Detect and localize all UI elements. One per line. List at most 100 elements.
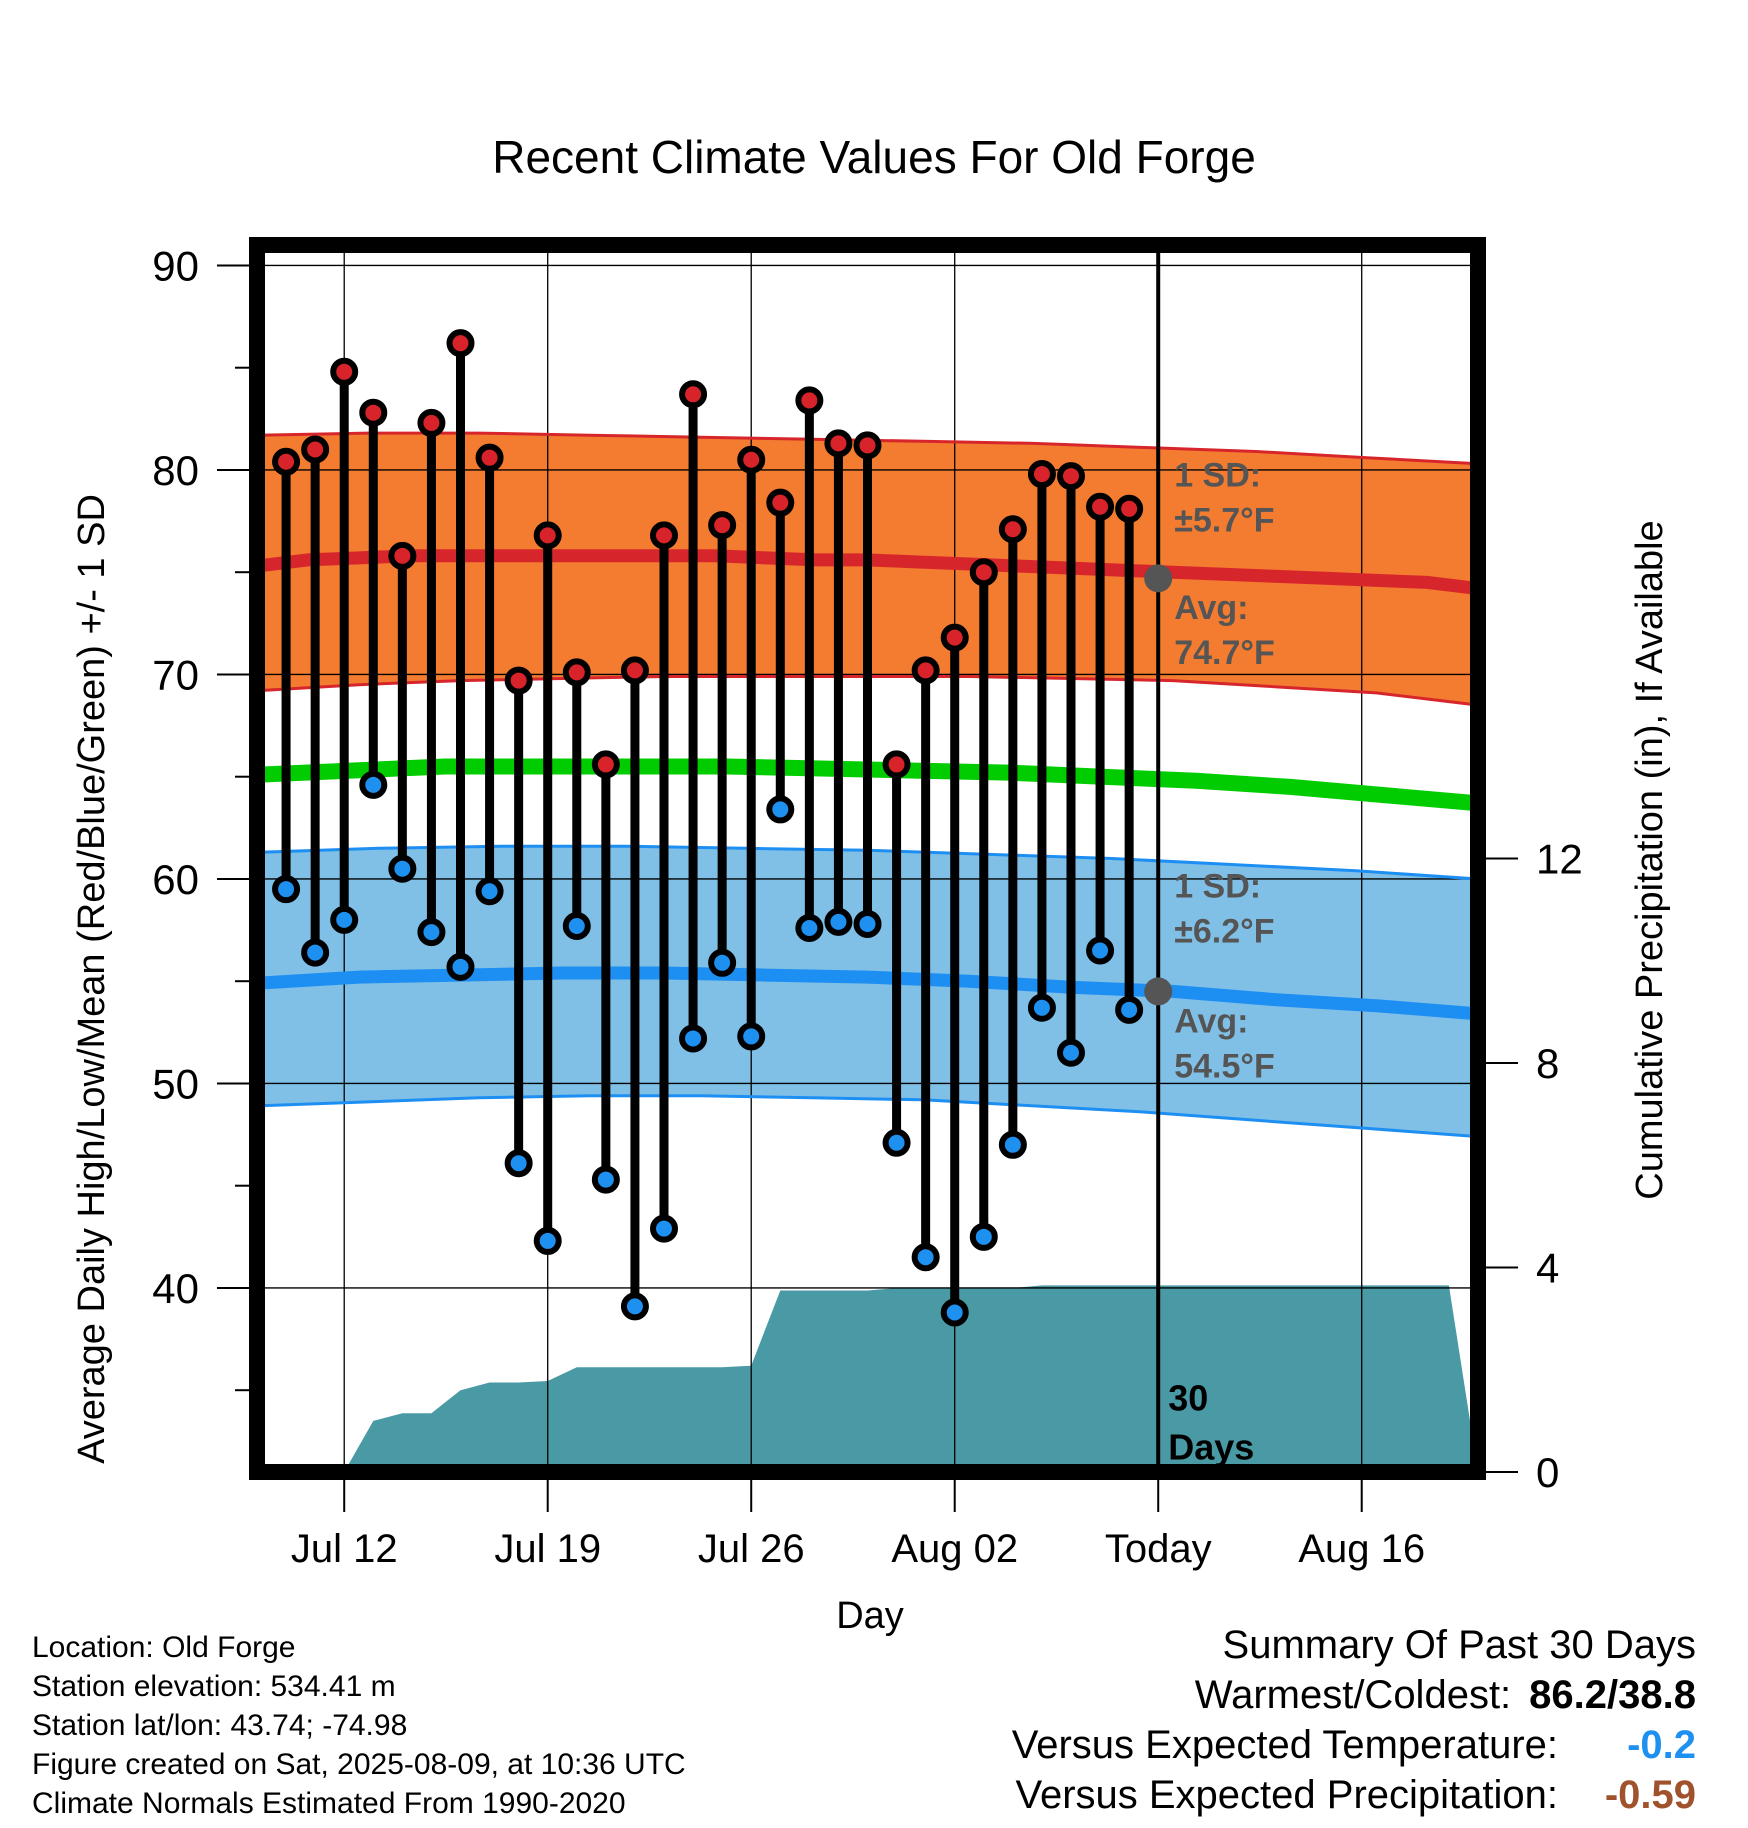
- daily-low-point: [940, 1298, 969, 1327]
- daily-high-point: [330, 357, 359, 386]
- daily-low-point: [1027, 993, 1056, 1022]
- daily-high-point: [504, 666, 533, 695]
- daily-low-point: [1057, 1038, 1085, 1067]
- daily-high-point: [766, 488, 795, 517]
- temp-value: -0.2: [1627, 1723, 1696, 1767]
- period-label-unit: Days: [1168, 1427, 1254, 1468]
- daily-high-point: [1057, 462, 1085, 491]
- chart-title: Recent Climate Values For Old Forge: [492, 131, 1256, 183]
- daily-low-point: [417, 918, 446, 947]
- y-right-tick-label: 0: [1536, 1449, 1559, 1496]
- y-right-tick-label: 12: [1536, 836, 1583, 883]
- low-avg-value: 54.5°F: [1174, 1047, 1275, 1085]
- daily-low-point: [650, 1214, 678, 1243]
- y-axis-label-left: Average Daily High/Low/Mean (Red/Blue/Gr…: [71, 494, 113, 1464]
- daily-high-point: [475, 443, 504, 472]
- daily-high-point: [1027, 460, 1056, 489]
- daily-high-point: [417, 408, 446, 437]
- y-tick-label: 50: [152, 1060, 199, 1107]
- daily-high-point: [940, 623, 969, 652]
- daily-low-point: [911, 1243, 940, 1272]
- daily-high-point: [272, 447, 301, 476]
- daily-low-point: [475, 877, 504, 906]
- daily-high-point: [650, 521, 678, 550]
- daily-low-point: [824, 907, 853, 936]
- daily-high-point: [620, 656, 649, 685]
- info-normals: Climate Normals Estimated From 1990-2020: [32, 1787, 626, 1820]
- today-low-avg-marker: [1144, 977, 1173, 1006]
- daily-high-point: [359, 398, 388, 427]
- x-tick-label: Aug 02: [891, 1527, 1018, 1571]
- x-tick-label: Aug 16: [1298, 1527, 1425, 1571]
- summary-temp: Versus Expected Temperature: -0.2: [1012, 1720, 1696, 1770]
- period-label-number: 30: [1168, 1378, 1208, 1419]
- daily-high-point: [824, 429, 853, 458]
- warm-cold-label: Warmest/Coldest:: [1194, 1673, 1512, 1717]
- daily-high-point: [591, 750, 620, 779]
- temp-label: Versus Expected Temperature:: [1011, 1723, 1558, 1767]
- daily-low-point: [359, 770, 388, 799]
- daily-high-point: [795, 386, 824, 415]
- today-high-avg-marker: [1144, 564, 1173, 593]
- daily-low-point: [998, 1130, 1027, 1159]
- summary-heading: Summary Of Past 30 Days: [1222, 1623, 1696, 1667]
- daily-low-point: [301, 938, 330, 967]
- x-axis-label: Day: [836, 1595, 904, 1637]
- low-sd-value: ±6.2°F: [1174, 912, 1274, 950]
- x-tick-label: Today: [1105, 1527, 1212, 1571]
- y-tick-label: 40: [152, 1265, 199, 1312]
- high-sd-value: ±5.7°F: [1174, 501, 1274, 539]
- daily-low-point: [708, 948, 737, 977]
- y-tick-label: 80: [152, 447, 199, 494]
- daily-low-point: [853, 909, 882, 938]
- daily-low-point: [504, 1149, 533, 1178]
- high-avg-value: 74.7°F: [1174, 634, 1275, 672]
- y-right-tick-label: 4: [1536, 1245, 1559, 1292]
- daily-high-point: [562, 658, 591, 687]
- daily-high-point: [737, 445, 766, 474]
- x-tick-label: Jul 26: [698, 1527, 805, 1571]
- daily-high-point: [969, 558, 998, 587]
- daily-low-point: [737, 1022, 766, 1051]
- daily-high-point: [1086, 492, 1115, 521]
- daily-high-point: [882, 750, 911, 779]
- high-avg-label: Avg:: [1174, 589, 1248, 627]
- y-tick-label: 90: [152, 242, 199, 289]
- daily-high-point: [911, 656, 940, 685]
- daily-low-point: [679, 1024, 708, 1053]
- low-sd-lower-line: [256, 1094, 1479, 1139]
- daily-high-point: [853, 431, 882, 460]
- daily-low-point: [388, 854, 417, 883]
- daily-high-point: [533, 521, 562, 550]
- summary-warm-cold: Warmest/Coldest: 86.2/38.8: [1012, 1670, 1696, 1720]
- y-tick-label: 70: [152, 651, 199, 698]
- info-elevation: Station elevation: 534.41 m: [32, 1670, 396, 1703]
- daily-high-point: [998, 515, 1027, 544]
- daily-low-point: [272, 875, 301, 904]
- daily-low-point: [1115, 995, 1144, 1024]
- summary-precip: Versus Expected Precipitation: -0.59: [1012, 1770, 1696, 1820]
- daily-high-point: [446, 329, 475, 358]
- summary-panel: Summary Of Past 30 Days Warmest/Coldest:…: [1012, 1620, 1696, 1820]
- daily-high-point: [301, 435, 330, 464]
- y-right-tick-label: 8: [1536, 1040, 1559, 1087]
- daily-low-point: [591, 1165, 620, 1194]
- precip-label: Versus Expected Precipitation:: [1015, 1773, 1558, 1817]
- precip-value: -0.59: [1604, 1773, 1696, 1817]
- high-sd-label: 1 SD:: [1174, 456, 1261, 494]
- daily-high-point: [1115, 494, 1144, 523]
- info-created: Figure created on Sat, 2025-08-09, at 10…: [32, 1748, 686, 1781]
- daily-low-point: [533, 1226, 562, 1255]
- daily-low-point: [969, 1222, 998, 1251]
- daily-low-point: [882, 1128, 911, 1157]
- x-tick-label: Jul 19: [494, 1527, 601, 1571]
- x-tick-label: Jul 12: [291, 1527, 398, 1571]
- station-info: Location: Old Forge Station elevation: 5…: [32, 1628, 686, 1823]
- info-location: Location: Old Forge: [32, 1631, 296, 1664]
- daily-low-point: [330, 905, 359, 934]
- daily-high-point: [708, 511, 737, 540]
- precip-area: [257, 1285, 1478, 1472]
- low-sd-label: 1 SD:: [1174, 867, 1261, 905]
- daily-low-point: [795, 914, 824, 943]
